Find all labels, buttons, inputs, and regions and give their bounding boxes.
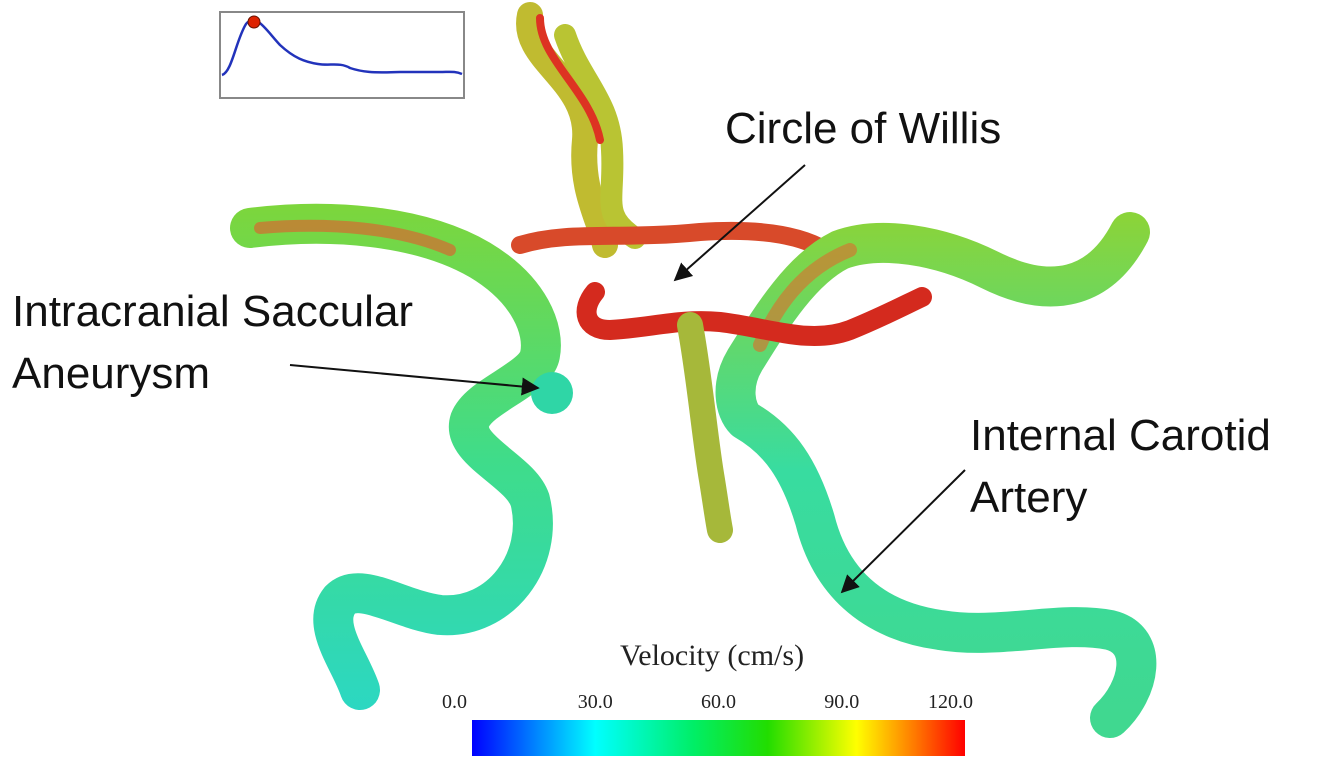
label: Circle of Willis: [725, 104, 1001, 153]
tick-label: 120.0: [928, 691, 973, 713]
vessel: [690, 325, 720, 530]
visualization: Circle of Willis Intracranial Saccular A…: [0, 0, 1340, 757]
annotations: Circle of Willis Intracranial Saccular A…: [12, 104, 1271, 592]
arrow: [675, 165, 805, 280]
tick-label: 60.0: [701, 691, 736, 713]
label: Internal Carotid: [970, 411, 1271, 460]
colorbar-title: Velocity (cm/s): [620, 639, 804, 672]
label: Intracranial Saccular: [12, 287, 413, 336]
aneurysm: [531, 372, 573, 414]
label: Artery: [970, 473, 1087, 522]
colorbar: Velocity (cm/s) 0.0 30.0 60.0 90.0 120.0: [442, 639, 973, 756]
colorbar-gradient: [472, 720, 965, 756]
label: Aneurysm: [12, 349, 210, 398]
tick-label: 90.0: [824, 691, 859, 713]
arrow: [842, 470, 965, 592]
inset-waveform: [220, 12, 464, 98]
vessel: [520, 231, 825, 250]
tick-label: 0.0: [442, 691, 467, 713]
tick-label: 30.0: [578, 691, 613, 713]
vessel-tree: [250, 15, 1136, 718]
